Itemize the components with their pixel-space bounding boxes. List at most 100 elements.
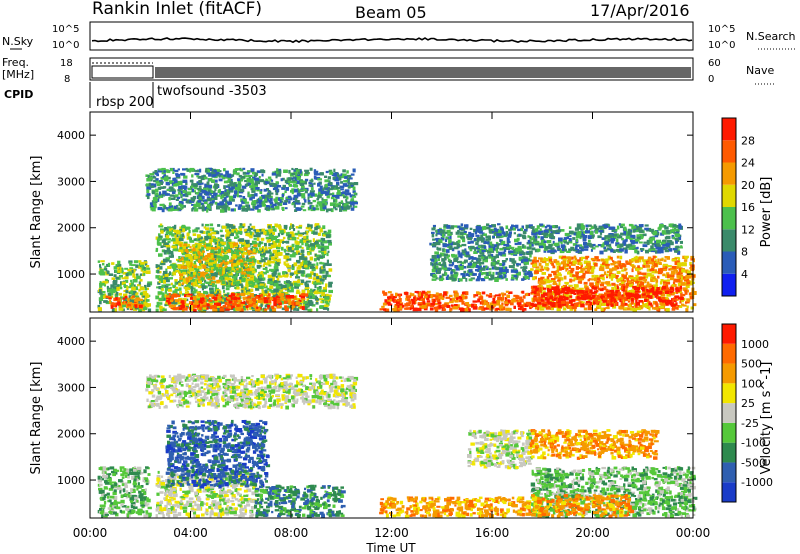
data-cell [139, 292, 143, 296]
data-cell [503, 269, 508, 272]
data-cell [324, 262, 329, 266]
data-cell [158, 168, 164, 171]
data-cell [497, 296, 503, 301]
data-cell [300, 299, 304, 304]
data-cell [250, 187, 254, 191]
data-cell [190, 288, 194, 293]
data-cell [256, 260, 260, 264]
data-cell [97, 307, 102, 311]
data-cell [250, 168, 255, 172]
data-cell [460, 223, 464, 227]
data-cell [224, 266, 228, 269]
data-cell [291, 202, 294, 206]
data-cell [463, 259, 466, 264]
data-cell [226, 292, 230, 295]
data-cell [236, 268, 241, 272]
data-cell [350, 198, 353, 202]
data-cell [247, 267, 251, 272]
data-cell [523, 307, 527, 311]
data-cell [170, 282, 173, 286]
data-cell [502, 272, 506, 275]
data-cell [130, 264, 136, 267]
data-cell [162, 279, 166, 284]
data-cell [244, 278, 250, 282]
data-cell [322, 286, 327, 291]
data-cell [269, 253, 275, 257]
data-cell [246, 229, 251, 232]
data-cell [446, 305, 451, 308]
data-cell [203, 255, 206, 259]
data-cell [188, 255, 193, 259]
data-cell [278, 283, 282, 287]
data-cell [250, 232, 255, 236]
data-cell [158, 225, 164, 228]
data-cell [145, 183, 149, 187]
data-cell [282, 202, 288, 205]
data-cell [120, 287, 123, 290]
data-cell [206, 243, 211, 247]
data-cell [159, 223, 163, 226]
data-cell [302, 209, 307, 212]
data-cell [220, 209, 225, 213]
data-cell [313, 272, 316, 277]
data-cell [198, 240, 203, 244]
data-cell [516, 237, 520, 241]
data-cell [267, 192, 270, 195]
data-cell [326, 259, 329, 264]
data-cell [258, 242, 262, 246]
data-cell [445, 296, 451, 299]
data-cell [265, 270, 269, 274]
data-cell [252, 205, 255, 209]
data-cell [116, 302, 121, 306]
data-cell [233, 242, 239, 245]
data-cell [514, 242, 518, 246]
data-cell [194, 228, 199, 233]
data-cell [445, 236, 449, 240]
data-cell [444, 272, 448, 276]
data-cell [260, 253, 264, 257]
data-cell [219, 229, 223, 233]
data-cell [299, 232, 305, 236]
data-cell [117, 270, 122, 273]
data-cell [443, 260, 446, 264]
data-cell [296, 298, 301, 301]
data-cell [146, 195, 150, 200]
data-cell [200, 301, 206, 304]
data-cell [169, 260, 172, 263]
data-cell [279, 286, 283, 290]
data-cell [263, 260, 266, 265]
data-cell [329, 171, 334, 175]
data-cell [253, 299, 257, 303]
data-cell [99, 269, 104, 273]
data-cell [313, 258, 317, 262]
data-cell [246, 274, 251, 277]
data-cell [251, 270, 256, 274]
data-cell [197, 306, 200, 310]
data-cell [443, 267, 448, 271]
data-cell [324, 175, 328, 178]
data-cell [292, 295, 296, 299]
data-cell [255, 287, 260, 291]
data-cell [143, 272, 146, 276]
data-cell [215, 299, 220, 303]
data-cell [275, 302, 280, 307]
data-cell [263, 231, 267, 235]
data-cell [205, 294, 210, 298]
data-cell [180, 204, 184, 207]
data-cell [171, 237, 177, 242]
data-cell [183, 260, 188, 263]
data-cell [297, 304, 303, 307]
data-cell [291, 167, 294, 171]
data-cell [206, 246, 211, 250]
data-cell [250, 256, 255, 259]
data-cell [130, 290, 134, 295]
data-cell [305, 266, 310, 270]
data-cell [193, 289, 198, 292]
data-cell [184, 249, 187, 252]
data-cell [170, 188, 175, 192]
data-cell [270, 269, 275, 272]
data-cell [231, 229, 234, 233]
data-cell [212, 296, 218, 299]
data-cell [174, 194, 179, 197]
data-cell [221, 256, 227, 260]
